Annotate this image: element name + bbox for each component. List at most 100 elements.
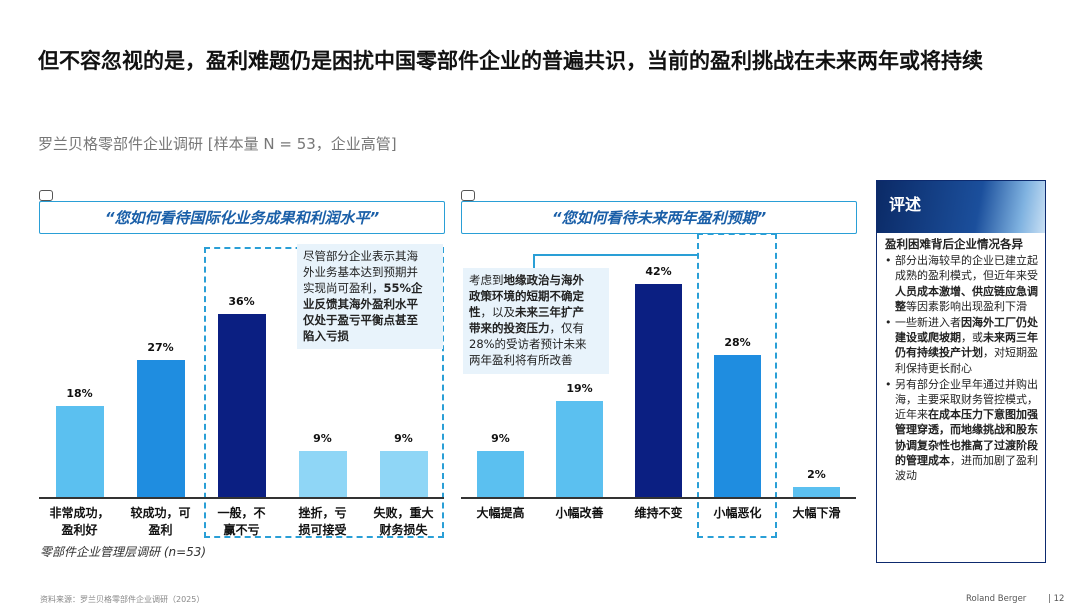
data-label: 28% <box>724 336 751 349</box>
bar <box>477 451 524 497</box>
bar <box>55 405 104 497</box>
panel-item-text: ，进而加剧了盈利波动 <box>895 453 1038 483</box>
category-label: 一般，不赢不亏 <box>200 505 284 539</box>
note-line: 仅处于盈亏平衡点甚至 <box>303 312 437 328</box>
panel-header: 评述 <box>877 181 1045 233</box>
category-label: 大幅下滑 <box>775 505 859 522</box>
panel-list: 部分出海较早的企业已建立起成熟的盈利模式，但近年来受人员成本激增、供应链应急调整… <box>885 253 1043 483</box>
note-text: 带来的投资压力 <box>469 321 550 335</box>
note-text: 仅处于盈亏平衡点甚至 <box>303 313 418 327</box>
panel-item-text: 一些新进入者 <box>895 316 961 330</box>
note-text: 外业务基本达到预期并 <box>303 265 418 279</box>
category-label-line: 损可接受 <box>298 523 347 537</box>
bar <box>298 451 347 497</box>
chart-international-profit: 18% 非常成功， 盈利好 27% 较成功，可盈利 36% 一般，不赢不亏 9% 挫折，亏损可接… <box>39 0 449 608</box>
bar <box>379 451 428 497</box>
panel-list-item: 部分出海较早的企业已建立起成熟的盈利模式，但近年来受人员成本激增、供应链应急调整… <box>885 253 1043 314</box>
note-text: 陷入亏损 <box>303 329 349 343</box>
connector-line <box>533 254 535 268</box>
highlight-dashed-box-2 <box>697 233 777 538</box>
panel-body: 盈利困难背后企业情况各异 部分出海较早的企业已建立起成熟的盈利模式，但近年来受人… <box>885 237 1043 484</box>
category-label-line: 较成功，可 <box>130 506 191 520</box>
note-line: 实现尚可盈利，55%企 <box>303 280 437 296</box>
category-label: 失败，重大财务损失 <box>362 505 446 539</box>
commentary-panel: 评述 盈利困难背后企业情况各异 部分出海较早的企业已建立起成熟的盈利模式，但近年… <box>876 180 1046 563</box>
category-label-line: 失败，重大 <box>373 506 434 520</box>
question-box-1: “您如何看待国际化业务成果和利润水平” <box>39 201 445 234</box>
category-label-line: 挫折，亏 <box>298 506 347 520</box>
panel-item-text: ，或 <box>961 331 983 345</box>
note-text: 性 <box>469 305 481 319</box>
x-axis-line <box>461 497 856 499</box>
category-label-line: 盈利 <box>148 523 173 537</box>
category-label-line: 非常成功， <box>49 506 110 520</box>
data-label: 42% <box>645 265 672 278</box>
page-title: 但不容忽视的是，盈利难题仍是困扰中国零部件企业的普遍共识，当前的盈利挑战在未来两… <box>38 49 983 73</box>
panel-title: 评述 <box>889 195 922 214</box>
category-label-line: 盈利好 <box>61 523 98 537</box>
panel-list-item: 一些新进入者因海外工厂仍处建设或爬坡期，或未来两三年仍有持续投产计划，对短期盈利… <box>885 315 1043 376</box>
chart-profit-outlook: 9% 大幅提高 19% 小幅改善 42% 维持不变 28% 小幅恶化 2% 大幅下滑 <box>461 0 871 608</box>
data-label: 2% <box>807 467 826 481</box>
note-line: 外业务基本达到预期并 <box>303 264 437 280</box>
note-line: 考虑到地缘政治与海外 <box>469 272 603 288</box>
bar <box>793 486 840 497</box>
data-label: 9% <box>491 432 510 446</box>
category-label: 小幅恶化 <box>696 505 780 522</box>
bar <box>217 314 266 497</box>
category-label-line: 维持不变 <box>634 506 683 520</box>
note-line: 业反馈其海外盈利水平 <box>303 296 437 312</box>
page-number: | 12 <box>1048 594 1065 604</box>
panel-item-text: 等因素影响出现盈利下滑 <box>906 299 1027 313</box>
note-text: 55%企 <box>383 281 423 295</box>
category-label: 小幅改善 <box>538 505 622 522</box>
panel-heading: 盈利困难背后企业情况各异 <box>885 237 1023 251</box>
note-text: 业反馈其海外盈利水平 <box>303 297 418 311</box>
category-label-line: 一般，不 <box>217 506 266 520</box>
bar <box>635 284 682 497</box>
annotation-note-1: 尽管部分企业表示其海 外业务基本达到预期并 实现尚可盈利，55%企 业反馈其海外盈利水… <box>297 244 443 349</box>
panel-item-text: 未来两三年仍有持续投产计划 <box>895 331 1038 360</box>
category-label: 大幅提高 <box>459 505 543 522</box>
data-label: 18% <box>66 386 93 400</box>
annotation-note-2: 考虑到地缘政治与海外 政策环境的短期不确定 性，以及未来三年扩产 带来的投资压力，仅有… <box>463 268 609 374</box>
category-label-line: 赢不亏 <box>223 523 260 537</box>
data-label: 19% <box>566 381 593 395</box>
connector-line <box>533 254 697 256</box>
panel-item-text: ，对短期盈利保持更长耐心 <box>895 346 1038 375</box>
panel-item-text: 因海外工厂仍处建设或爬坡期 <box>895 316 1038 345</box>
panel-list-item: 另有部分企业早年通过并购出海，主要采取财务管控模式，近年来在成本压力下意图加强管… <box>885 377 1043 483</box>
category-label: 挫折，亏损可接受 <box>281 505 365 539</box>
category-label: 非常成功， 盈利好 <box>38 505 122 539</box>
category-label-line: 小幅改善 <box>555 506 604 520</box>
category-label-line: 大幅下滑 <box>792 506 841 520</box>
note-text: ，仅有 <box>549 321 585 335</box>
x-axis-line <box>39 497 444 499</box>
bar <box>136 360 185 497</box>
data-label: 9% <box>313 432 332 446</box>
note-line: 尽管部分企业表示其海 <box>303 248 437 264</box>
panel-item-text: 人员成本激增、供应链应急调整 <box>895 284 1038 313</box>
note-text: 两年盈利将有所改善 <box>469 353 573 367</box>
footnote: 零部件企业管理层调研 (n=53) <box>40 545 207 559</box>
category-label-line: 大幅提高 <box>476 506 525 520</box>
source-note: 资料来源：罗兰贝格零部件企业调研（2025） <box>40 595 205 604</box>
category-label: 维持不变 <box>617 505 701 522</box>
note-text: ，以及 <box>480 305 516 319</box>
data-label: 36% <box>228 295 255 309</box>
panel-item-text: 在成本压力下意图加强管理穿透，而地缘挑战和股东协调复杂性也推高了过渡阶段的管理成… <box>895 408 1038 467</box>
bar <box>556 400 603 497</box>
note-line: 28%的受访者预计未来 <box>469 336 603 352</box>
note-text: 考虑到 <box>469 273 504 287</box>
category-label-line: 财务损失 <box>379 523 428 537</box>
note-line: 带来的投资压力，仅有 <box>469 320 603 336</box>
bar <box>714 355 761 497</box>
brand-logo-text: Roland Berger <box>966 594 1027 604</box>
note-text: 未来三年扩产 <box>515 305 584 319</box>
note-line: 两年盈利将有所改善 <box>469 352 603 368</box>
question-box-2: “您如何看待未来两年盈利预期” <box>461 201 857 234</box>
data-label: 27% <box>147 341 174 355</box>
panel-item-text: 另有部分企业早年通过并购出海，主要采取财务管控模式，近年来 <box>895 377 1038 422</box>
note-text: 实现尚可盈利， <box>303 281 384 295</box>
note-line: 陷入亏损 <box>303 328 437 344</box>
